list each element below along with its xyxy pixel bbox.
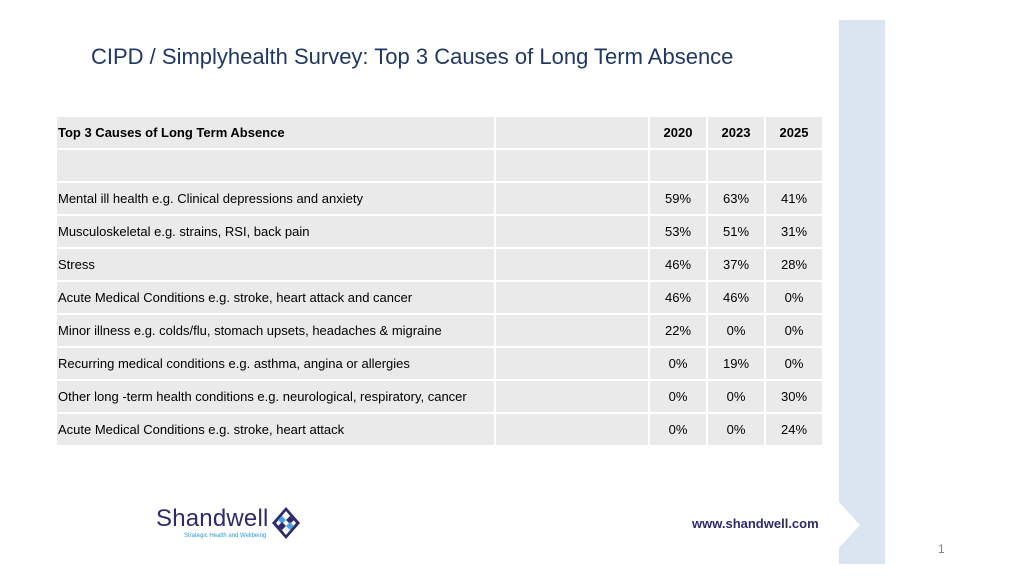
spacer-cell xyxy=(494,214,650,249)
cause-cell: Acute Medical Conditions e.g. stroke, he… xyxy=(55,412,496,447)
cause-cell: Musculoskeletal e.g. strains, RSI, back … xyxy=(55,214,496,249)
page-number: 1 xyxy=(938,542,945,556)
slide-title: CIPD / Simplyhealth Survey: Top 3 Causes… xyxy=(91,44,734,69)
year-header-2020: 2020 xyxy=(648,115,708,150)
value-2020-cell: 0% xyxy=(648,346,708,381)
value-2025-cell: 28% xyxy=(764,247,824,282)
value-2023-cell: 0% xyxy=(706,412,766,447)
spacer-cell xyxy=(494,412,650,447)
table-row: Musculoskeletal e.g. strains, RSI, back … xyxy=(55,214,824,249)
value-2020-cell: 0% xyxy=(648,412,708,447)
table-blank-row xyxy=(55,148,824,183)
spacer-cell xyxy=(494,313,650,348)
value-2023-cell: 19% xyxy=(706,346,766,381)
value-2020-cell: 46% xyxy=(648,280,708,315)
shandwell-logo: Shandwell Strategic Health and Wellbeing xyxy=(156,506,301,540)
website-link[interactable]: www.shandwell.com xyxy=(692,516,819,531)
spacer-cell xyxy=(494,346,650,381)
value-2020-cell: 22% xyxy=(648,313,708,348)
spacer-cell xyxy=(494,247,650,282)
value-2025-cell: 0% xyxy=(764,280,824,315)
cause-cell: Recurring medical conditions e.g. asthma… xyxy=(55,346,496,381)
cause-cell: Mental ill health e.g. Clinical depressi… xyxy=(55,181,496,216)
table-row: Other long -term health conditions e.g. … xyxy=(55,379,824,414)
year-header-2025: 2025 xyxy=(764,115,824,150)
table-header-row: Top 3 Causes of Long Term Absence 2020 2… xyxy=(55,115,824,150)
value-2025-cell: 30% xyxy=(764,379,824,414)
cause-cell: Acute Medical Conditions e.g. stroke, he… xyxy=(55,280,496,315)
value-2023-cell: 51% xyxy=(706,214,766,249)
value-2020-cell: 0% xyxy=(648,379,708,414)
value-2023-cell: 37% xyxy=(706,247,766,282)
value-2023-cell: 63% xyxy=(706,181,766,216)
table-row: Acute Medical Conditions e.g. stroke, he… xyxy=(55,412,824,447)
spacer-cell xyxy=(494,181,650,216)
table-row: Recurring medical conditions e.g. asthma… xyxy=(55,346,824,381)
year-header-2023: 2023 xyxy=(706,115,766,150)
value-2020-cell: 59% xyxy=(648,181,708,216)
cause-cell: Other long -term health conditions e.g. … xyxy=(55,379,496,414)
table-row: Minor illness e.g. colds/flu, stomach up… xyxy=(55,313,824,348)
value-2025-cell: 0% xyxy=(764,313,824,348)
table-header-label: Top 3 Causes of Long Term Absence xyxy=(55,115,496,150)
value-2025-cell: 0% xyxy=(764,346,824,381)
table-row: Acute Medical Conditions e.g. stroke, he… xyxy=(55,280,824,315)
value-2020-cell: 53% xyxy=(648,214,708,249)
table-header-spacer xyxy=(494,115,650,150)
value-2025-cell: 24% xyxy=(764,412,824,447)
cause-cell: Stress xyxy=(55,247,496,282)
spacer-cell xyxy=(494,379,650,414)
logo-tagline: Strategic Health and Wellbeing xyxy=(184,533,267,539)
logo-name: Shandwell xyxy=(156,505,269,532)
value-2025-cell: 31% xyxy=(764,214,824,249)
table-row: Mental ill health e.g. Clinical depressi… xyxy=(55,181,824,216)
value-2023-cell: 0% xyxy=(706,379,766,414)
value-2023-cell: 0% xyxy=(706,313,766,348)
spacer-cell xyxy=(494,280,650,315)
value-2023-cell: 46% xyxy=(706,280,766,315)
table-row: Stress 46% 37% 28% xyxy=(55,247,824,282)
diamond-logo-icon xyxy=(271,507,300,539)
value-2025-cell: 41% xyxy=(764,181,824,216)
cause-cell: Minor illness e.g. colds/flu, stomach up… xyxy=(55,313,496,348)
absence-table: Top 3 Causes of Long Term Absence 2020 2… xyxy=(55,115,824,447)
value-2020-cell: 46% xyxy=(648,247,708,282)
